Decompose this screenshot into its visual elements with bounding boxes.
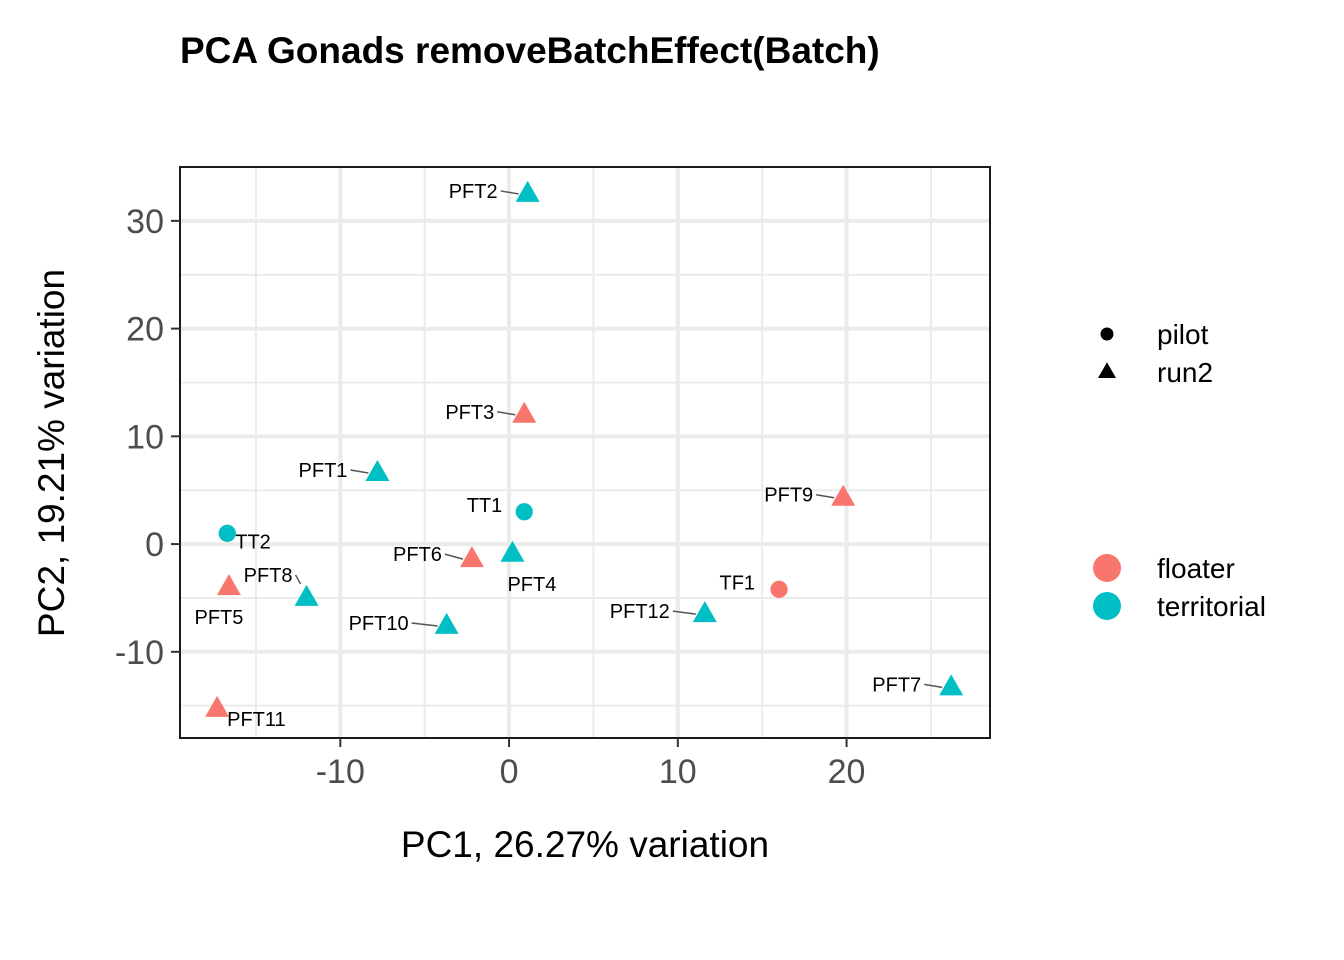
y-tick-label: 0 <box>145 526 164 564</box>
data-point-pft4 <box>500 540 525 562</box>
y-tick-label: -10 <box>115 634 164 672</box>
point-label-tf1: TF1 <box>720 572 756 594</box>
plot-panel-border <box>179 166 991 739</box>
data-point-pft11 <box>205 695 230 717</box>
legend-label-run2: run2 <box>1157 357 1213 388</box>
point-label-pft5: PFT5 <box>194 607 243 629</box>
point-label-pft9: PFT9 <box>764 485 813 507</box>
y-tick-label: 10 <box>126 418 164 456</box>
data-point-pft12 <box>692 601 717 623</box>
legend-label-pilot: pilot <box>1157 319 1209 350</box>
leader-line <box>924 683 943 689</box>
point-label-pft7: PFT7 <box>872 674 921 696</box>
data-point-pft8 <box>294 584 319 606</box>
data-point-pft1 <box>365 459 390 481</box>
leader-line <box>500 190 519 195</box>
y-tick-label: 20 <box>126 311 164 349</box>
data-point-pft6 <box>459 546 484 568</box>
data-point-tt2 <box>218 524 236 542</box>
point-label-tt1: TT1 <box>467 495 503 517</box>
grid-minor <box>180 167 990 738</box>
point-label-tt2: TT2 <box>235 531 271 553</box>
data-point-pft7 <box>939 674 964 696</box>
shape-legend: pilot run2 <box>1098 319 1213 388</box>
legend-key-pilot <box>1100 327 1114 341</box>
data-point-pft3 <box>512 401 537 423</box>
data-point-pft5 <box>216 574 241 596</box>
data-point-pft10 <box>434 612 459 634</box>
leader-line <box>497 411 516 416</box>
legend-label-territorial: territorial <box>1157 591 1266 622</box>
point-label-pft3: PFT3 <box>445 402 494 424</box>
leader-line <box>816 494 835 499</box>
x-tick-label: 0 <box>500 753 519 791</box>
x-axis-ticks: -10 0 10 20 <box>316 738 866 791</box>
leader-lines <box>294 190 943 689</box>
point-label-pft4: PFT4 <box>507 574 556 596</box>
legend-key-run2 <box>1098 362 1116 378</box>
data-point-pft2 <box>515 180 540 202</box>
data-point-tf1 <box>770 580 788 598</box>
color-legend: floater territorial <box>1093 553 1266 622</box>
x-tick-label: -10 <box>316 753 365 791</box>
leader-line <box>444 553 464 560</box>
leader-line <box>411 622 438 627</box>
legend-key-territorial <box>1093 592 1121 620</box>
leader-line <box>294 574 302 585</box>
x-tick-label: 20 <box>828 753 866 791</box>
legend-key-floater <box>1093 554 1121 582</box>
leader-line <box>350 469 369 474</box>
y-axis-ticks: -10 0 10 20 30 <box>115 203 180 672</box>
data-points <box>205 180 964 717</box>
point-label-pft11: PFT11 <box>227 709 286 731</box>
y-axis-title: PC2, 19.21% variation <box>31 269 72 637</box>
leader-line <box>672 610 696 615</box>
point-label-pft10: PFT10 <box>349 613 409 635</box>
grid-major <box>180 167 990 738</box>
chart-title: PCA Gonads removeBatchEffect(Batch) <box>180 30 880 71</box>
y-tick-label: 30 <box>126 203 164 241</box>
legend-label-floater: floater <box>1157 553 1235 584</box>
point-label-pft6: PFT6 <box>393 544 442 566</box>
x-axis-title: PC1, 26.27% variation <box>401 824 769 865</box>
data-point-pft9 <box>831 484 856 506</box>
data-point-tt1 <box>515 503 533 521</box>
point-label-pft12: PFT12 <box>610 601 670 623</box>
x-tick-label: 10 <box>659 753 697 791</box>
point-label-pft2: PFT2 <box>449 181 498 203</box>
point-label-pft1: PFT1 <box>299 460 348 482</box>
point-label-pft8: PFT8 <box>244 565 293 587</box>
